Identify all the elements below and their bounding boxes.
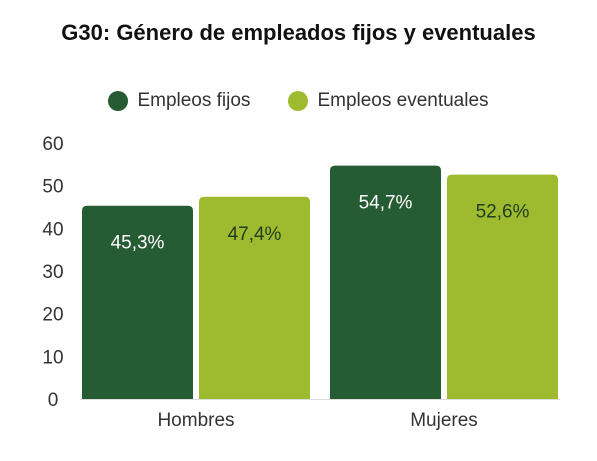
chart-title: G30: Género de empleados fijos y eventua… xyxy=(61,20,536,45)
legend: Empleos fijos Empleos eventuales xyxy=(0,90,597,112)
y-tick-label: 30 xyxy=(42,262,63,283)
bar xyxy=(330,165,441,399)
legend-label-eventuales: Empleos eventuales xyxy=(317,90,489,111)
legend-label-fijos: Empleos fijos xyxy=(137,90,251,111)
y-tick-label: 60 xyxy=(42,134,63,155)
legend-swatch-fijos xyxy=(108,91,129,111)
legend-item-eventuales: Empleos eventuales xyxy=(288,90,489,112)
data-label: 52,6% xyxy=(476,202,530,223)
bar xyxy=(447,174,558,399)
y-tick-label: 40 xyxy=(42,219,63,240)
y-tick-label: 10 xyxy=(42,347,63,368)
bar xyxy=(82,205,193,399)
x-tick-label: Hombres xyxy=(157,410,234,431)
bar xyxy=(199,196,310,399)
legend-swatch-eventuales xyxy=(288,91,309,111)
y-tick-label: 50 xyxy=(42,177,63,198)
data-label: 54,7% xyxy=(359,193,413,214)
data-label: 45,3% xyxy=(111,233,165,254)
data-label: 47,4% xyxy=(228,224,282,245)
x-tick-label: Mujeres xyxy=(410,410,478,431)
legend-item-fijos: Empleos fijos xyxy=(108,90,250,112)
y-tick-label: 20 xyxy=(42,305,63,326)
y-tick-label: 0 xyxy=(48,390,59,411)
